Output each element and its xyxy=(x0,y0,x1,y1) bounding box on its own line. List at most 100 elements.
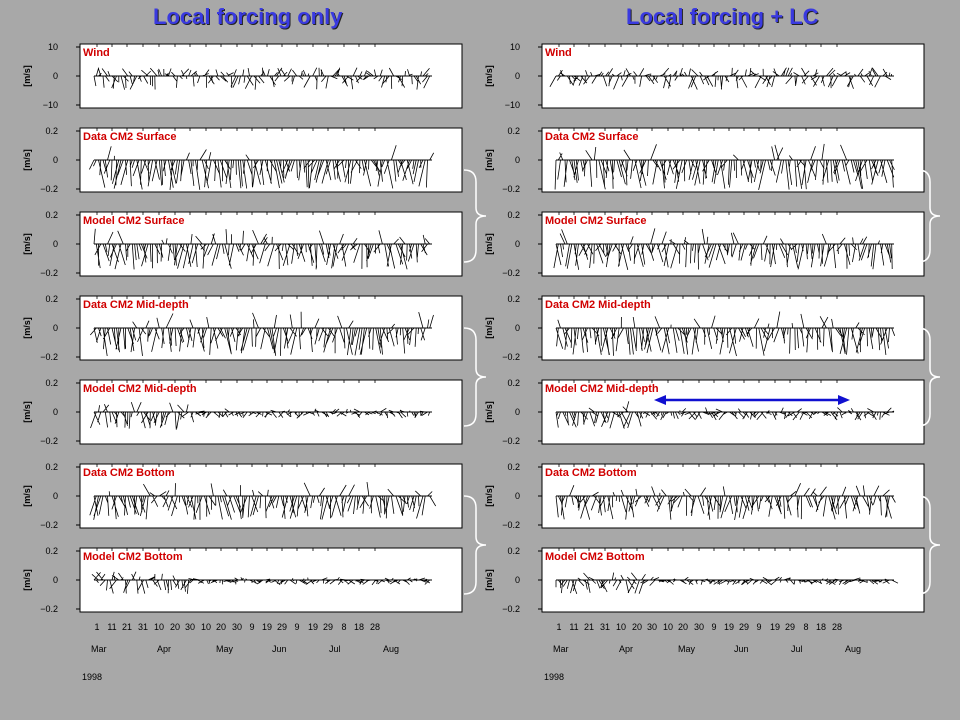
y-tick-label: −0.2 xyxy=(40,268,58,278)
x-day-tick-label: 20 xyxy=(678,622,688,632)
x-day-tick-label: 10 xyxy=(154,622,164,632)
y-axis-label: [m/s] xyxy=(22,485,32,507)
pair-brace-right-1 xyxy=(917,169,941,263)
x-day-tick-label: 9 xyxy=(756,622,761,632)
x-month-tick-label: May xyxy=(678,644,696,654)
x-day-tick-label: 18 xyxy=(354,622,364,632)
y-tick-label: −0.2 xyxy=(502,436,520,446)
x-day-tick-label: 31 xyxy=(600,622,610,632)
panel-label: Wind xyxy=(83,47,110,59)
y-tick-label: −10 xyxy=(505,100,520,110)
panel-label: Wind xyxy=(545,47,572,59)
stick-vectors xyxy=(555,311,896,357)
x-day-tick-label: 8 xyxy=(341,622,346,632)
x-day-tick-label: 21 xyxy=(584,622,594,632)
stick-vectors xyxy=(89,311,434,357)
panel-data-cm2-mid-depth: 0.2 0 −0.2 [m/s] Data CM2 Mid-depth xyxy=(484,294,925,362)
stick-vectors xyxy=(549,67,893,90)
y-axis-label: [m/s] xyxy=(22,233,32,255)
x-day-tick-label: 9 xyxy=(711,622,716,632)
x-day-tick-label: 20 xyxy=(170,622,180,632)
y-axis-label: [m/s] xyxy=(22,569,32,591)
panel-wind: 10 0 −10 [m/s] Wind xyxy=(484,42,925,110)
y-tick-label: 0 xyxy=(515,575,520,585)
stick-vectors xyxy=(93,67,431,90)
stick-vectors xyxy=(555,483,896,520)
x-month-tick-label: Jul xyxy=(791,644,803,654)
y-tick-label: 0.2 xyxy=(507,126,520,136)
x-day-tick-label: 1 xyxy=(94,622,99,632)
x-day-tick-label: 29 xyxy=(739,622,749,632)
y-tick-label: 0 xyxy=(515,71,520,81)
right-column-title: Local forcing + LC xyxy=(626,4,819,29)
x-day-tick-label: 10 xyxy=(616,622,626,632)
panel-label: Data CM2 Surface xyxy=(83,131,177,143)
y-tick-label: 0.2 xyxy=(507,210,520,220)
y-axis-label: [m/s] xyxy=(22,65,32,87)
x-month-tick-label: Jul xyxy=(329,644,341,654)
pair-brace-right-3 xyxy=(917,495,941,595)
x-day-tick-label: 21 xyxy=(122,622,132,632)
y-tick-label: −0.2 xyxy=(40,520,58,530)
y-tick-label: 0 xyxy=(53,155,58,165)
x-day-tick-label: 19 xyxy=(770,622,780,632)
y-tick-label: −10 xyxy=(43,100,58,110)
y-tick-label: 0 xyxy=(53,491,58,501)
y-tick-label: 0 xyxy=(53,575,58,585)
panel-data-cm2-surface: 0.2 0 −0.2 [m/s] Data CM2 Surface xyxy=(484,126,925,194)
panel-label: Model CM2 Bottom xyxy=(83,551,183,563)
panel-data-cm2-surface: 0.2 0 −0.2 [m/s] Data CM2 Surface xyxy=(22,126,463,194)
x-day-tick-label: 9 xyxy=(294,622,299,632)
y-tick-label: 0 xyxy=(53,407,58,417)
panel-label: Model CM2 Surface xyxy=(545,215,646,227)
x-day-tick-label: 18 xyxy=(816,622,826,632)
x-month-tick-label: Aug xyxy=(845,644,861,654)
panel-model-cm2-surface: 0.2 0 −0.2 [m/s] Model CM2 Surface xyxy=(22,210,463,278)
stick-vectors xyxy=(553,228,893,270)
x-day-tick-label: 19 xyxy=(262,622,272,632)
panel-label: Model CM2 Surface xyxy=(83,215,184,227)
y-axis-label: [m/s] xyxy=(484,65,494,87)
pair-brace-left-2 xyxy=(463,327,487,427)
y-tick-label: 0.2 xyxy=(507,294,520,304)
x-day-tick-label: 8 xyxy=(803,622,808,632)
panel-label: Model CM2 Mid-depth xyxy=(545,383,659,395)
stick-vectors xyxy=(93,228,431,270)
panel-data-cm2-bottom: 0.2 0 −0.2 [m/s] Data CM2 Bottom xyxy=(22,462,463,530)
x-day-tick-label: 10 xyxy=(201,622,211,632)
panel-label: Data CM2 Mid-depth xyxy=(83,299,189,311)
y-axis-label: [m/s] xyxy=(484,149,494,171)
stick-vectors xyxy=(89,482,437,520)
x-day-tick-label: 28 xyxy=(370,622,380,632)
stick-vectors xyxy=(555,572,899,595)
x-day-tick-label: 9 xyxy=(249,622,254,632)
y-axis-label: [m/s] xyxy=(484,317,494,339)
x-day-tick-label: 20 xyxy=(632,622,642,632)
stick-vectors xyxy=(90,401,431,430)
x-month-tick-label: Apr xyxy=(619,644,633,654)
pair-brace-left-1 xyxy=(463,169,487,263)
x-day-tick-label: 19 xyxy=(308,622,318,632)
y-tick-label: 0 xyxy=(53,239,58,249)
panel-data-cm2-bottom: 0.2 0 −0.2 [m/s] Data CM2 Bottom xyxy=(484,462,925,530)
y-tick-label: −0.2 xyxy=(40,604,58,614)
x-month-tick-label: Aug xyxy=(383,644,399,654)
x-year-label: 1998 xyxy=(544,672,564,682)
y-tick-label: 0.2 xyxy=(45,462,58,472)
y-tick-label: 0 xyxy=(515,491,520,501)
panel-model-cm2-mid-depth: 0.2 0 −0.2 [m/s] Model CM2 Mid-depth xyxy=(22,378,463,446)
y-tick-label: 0 xyxy=(515,407,520,417)
y-axis-label: [m/s] xyxy=(484,569,494,591)
x-day-tick-label: 11 xyxy=(107,622,116,632)
y-axis-label: [m/s] xyxy=(22,401,32,423)
x-day-tick-label: 30 xyxy=(647,622,657,632)
panel-label: Data CM2 Bottom xyxy=(83,467,175,479)
y-tick-label: 0.2 xyxy=(45,126,58,136)
y-axis-label: [m/s] xyxy=(22,317,32,339)
y-tick-label: −0.2 xyxy=(502,268,520,278)
panel-label: Data CM2 Bottom xyxy=(545,467,637,479)
stick-vectors xyxy=(91,571,431,594)
y-tick-label: 0.2 xyxy=(507,378,520,388)
